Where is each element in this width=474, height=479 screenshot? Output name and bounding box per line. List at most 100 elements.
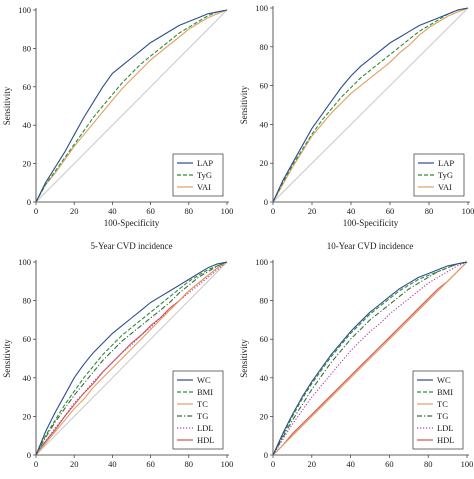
chart-title: 5-Year CVD incidence: [90, 241, 172, 251]
x-tick-label: 80: [424, 459, 433, 469]
legend-label-hdl: HDL: [197, 435, 214, 445]
y-tick-label: 100: [18, 257, 31, 267]
x-tick-label: 60: [386, 206, 395, 216]
y-tick-label: 80: [23, 43, 32, 53]
y-tick-label: 0: [264, 197, 268, 207]
x-tick-label: 0: [34, 206, 38, 216]
series-line-ldl: [272, 261, 468, 456]
chart-panel-2: 0 20 40 60 80 100 0 20 40 60 80 100 Sensitivity 100-S…: [239, 3, 474, 228]
y-axis-label: Sensitivity: [239, 85, 249, 124]
x-tick-label: 20: [70, 206, 79, 216]
x-tick-label: 60: [146, 206, 155, 216]
y-tick-label: 0: [27, 450, 31, 460]
x-tick-label: 80: [185, 206, 194, 216]
x-tick-label: 20: [308, 206, 317, 216]
y-tick-label: 20: [260, 158, 269, 168]
legend-label-lap: LAP: [438, 158, 454, 168]
chart-panel-1: 0 20 40 60 80 100 0 20 40 60 80 100 Sensitivity 100-S…: [2, 5, 233, 228]
legend-box: [172, 153, 224, 197]
y-tick-label: 60: [260, 81, 269, 91]
legend-label-hdl: HDL: [437, 435, 454, 445]
x-tick-label: 40: [346, 459, 355, 469]
y-tick-label: 100: [18, 5, 31, 15]
legend-box: [172, 370, 224, 450]
x-tick-label: 100: [461, 459, 474, 469]
series-line-wc: [35, 261, 228, 456]
legend-label-bmi: BMI: [437, 387, 453, 397]
legend-label-tyg: TyG: [438, 170, 453, 180]
reference-diagonal: [35, 261, 228, 456]
x-tick-label: 0: [271, 206, 275, 216]
series-line-lap: [272, 7, 469, 203]
x-tick-label: 80: [185, 459, 194, 469]
reference-diagonal: [35, 9, 228, 203]
y-axis-label: Sensitivity: [2, 339, 12, 378]
y-tick-label: 60: [23, 334, 32, 344]
y-tick-label: 80: [23, 296, 32, 306]
series-line-vai: [35, 9, 228, 203]
x-tick-label: 0: [34, 459, 38, 469]
y-tick-label: 40: [23, 120, 32, 130]
y-tick-label: 0: [264, 450, 268, 460]
y-tick-label: 80: [260, 42, 269, 52]
series-line-tg: [272, 261, 468, 456]
chart-title: 10-Year CVD incidence: [327, 241, 414, 251]
reference-diagonal: [272, 7, 469, 203]
legend-box: [413, 153, 465, 197]
series-line-tg: [35, 261, 228, 456]
series-line-vai: [272, 7, 469, 203]
y-axis-label: Sensitivity: [239, 339, 249, 378]
series-line-tyg: [35, 9, 228, 203]
y-tick-label: 40: [260, 373, 269, 383]
legend-label-bmi: BMI: [197, 387, 213, 397]
legend-label-tc: TC: [437, 399, 448, 409]
x-tick-label: 40: [108, 206, 117, 216]
chart-panel-4: 0 20 40 60 80 100 0 20 40 60 80 100 Sensitivity 10-Ye…: [239, 241, 473, 469]
y-tick-label: 40: [260, 119, 269, 129]
y-tick-label: 20: [23, 159, 32, 169]
legend-label-wc: WC: [437, 375, 451, 385]
y-axis-label: Sensitivity: [2, 86, 12, 125]
x-axis-label: 100-Specificity: [104, 218, 160, 228]
legend-label-tyg: TyG: [197, 170, 212, 180]
x-tick-label: 60: [385, 459, 394, 469]
x-tick-label: 100: [221, 459, 234, 469]
y-tick-label: 20: [260, 411, 269, 421]
y-tick-label: 60: [23, 82, 32, 92]
series-line-bmi: [272, 261, 468, 456]
series-line-bmi: [35, 261, 228, 456]
x-axis-label: 100-Specificity: [343, 218, 399, 228]
y-tick-label: 100: [255, 3, 268, 13]
x-tick-label: 20: [308, 459, 317, 469]
x-tick-label: 100: [221, 206, 234, 216]
series-line-tyg: [272, 7, 469, 203]
chart-panel-3: 0 20 40 60 80 100 0 20 40 60 80 100 Sensitivity 5-Yea…: [2, 241, 233, 469]
y-tick-label: 80: [260, 296, 269, 306]
series-line-ldl: [35, 261, 228, 456]
legend-label-ldl: LDL: [437, 423, 454, 433]
x-tick-label: 20: [70, 459, 79, 469]
x-tick-label: 40: [347, 206, 356, 216]
x-tick-label: 100: [462, 206, 474, 216]
x-tick-label: 60: [146, 459, 155, 469]
y-tick-label: 100: [255, 257, 268, 267]
legend-label-vai: VAI: [438, 182, 452, 192]
x-tick-label: 0: [271, 459, 275, 469]
y-tick-label: 0: [27, 197, 31, 207]
legend-label-tg: TG: [197, 411, 208, 421]
y-tick-label: 20: [23, 411, 32, 421]
legend-label-tc: TC: [197, 399, 208, 409]
legend-label-vai: VAI: [197, 182, 211, 192]
x-tick-label: 40: [108, 459, 117, 469]
series-line-hdl: [272, 261, 468, 456]
series-line-tc: [272, 261, 468, 456]
legend-label-lap: LAP: [197, 158, 213, 168]
legend-label-tg: TG: [437, 411, 448, 421]
legend-box: [412, 370, 464, 450]
legend-label-wc: WC: [197, 375, 211, 385]
series-line-tc: [35, 261, 228, 456]
y-tick-label: 60: [260, 334, 269, 344]
y-tick-label: 40: [23, 373, 32, 383]
